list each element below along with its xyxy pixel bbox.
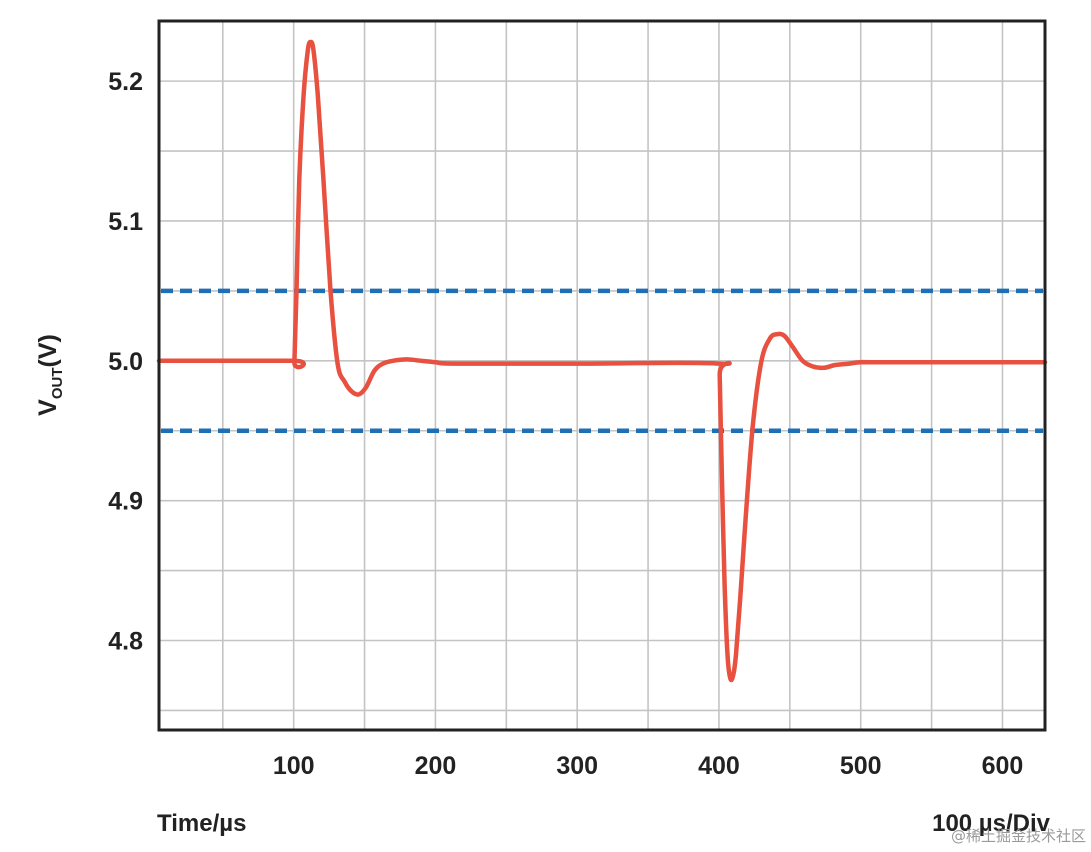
x-tick-label: 500 xyxy=(840,752,882,780)
y-tick-label: 5.1 xyxy=(108,208,143,236)
y-tick-labels: 5.2 5.1 5.0 4.9 4.8 xyxy=(108,68,143,655)
y-tick-label: 4.9 xyxy=(108,488,143,516)
x-tick-label: 600 xyxy=(982,752,1024,780)
y-tick-label: 5.0 xyxy=(108,348,143,376)
x-tick-label: 400 xyxy=(698,752,740,780)
watermark: @稀土掘金技术社区 xyxy=(951,827,1086,845)
y-axis-label-sub: OUT xyxy=(49,367,66,399)
series-line-vout xyxy=(156,39,1048,683)
y-tick-label: 4.8 xyxy=(108,628,143,656)
plot-frame xyxy=(157,19,1047,732)
timebase-label: 100 µs/Div xyxy=(932,810,1051,837)
series-lines xyxy=(156,39,1048,683)
y-axis-label-main: V xyxy=(34,399,62,416)
y-axis-label-unit: (V) xyxy=(34,334,62,367)
limit-lines xyxy=(161,288,1043,433)
y-axis-label: VOUT(V) xyxy=(34,334,66,416)
y-tick-label: 5.2 xyxy=(108,68,143,96)
grid xyxy=(159,21,1045,730)
x-tick-labels: 100 200 300 400 500 600 xyxy=(273,752,1024,780)
x-tick-label: 200 xyxy=(415,752,457,780)
x-tick-label: 100 xyxy=(273,752,315,780)
x-axis-label: Time/µs xyxy=(157,810,246,837)
x-tick-label: 300 xyxy=(556,752,598,780)
